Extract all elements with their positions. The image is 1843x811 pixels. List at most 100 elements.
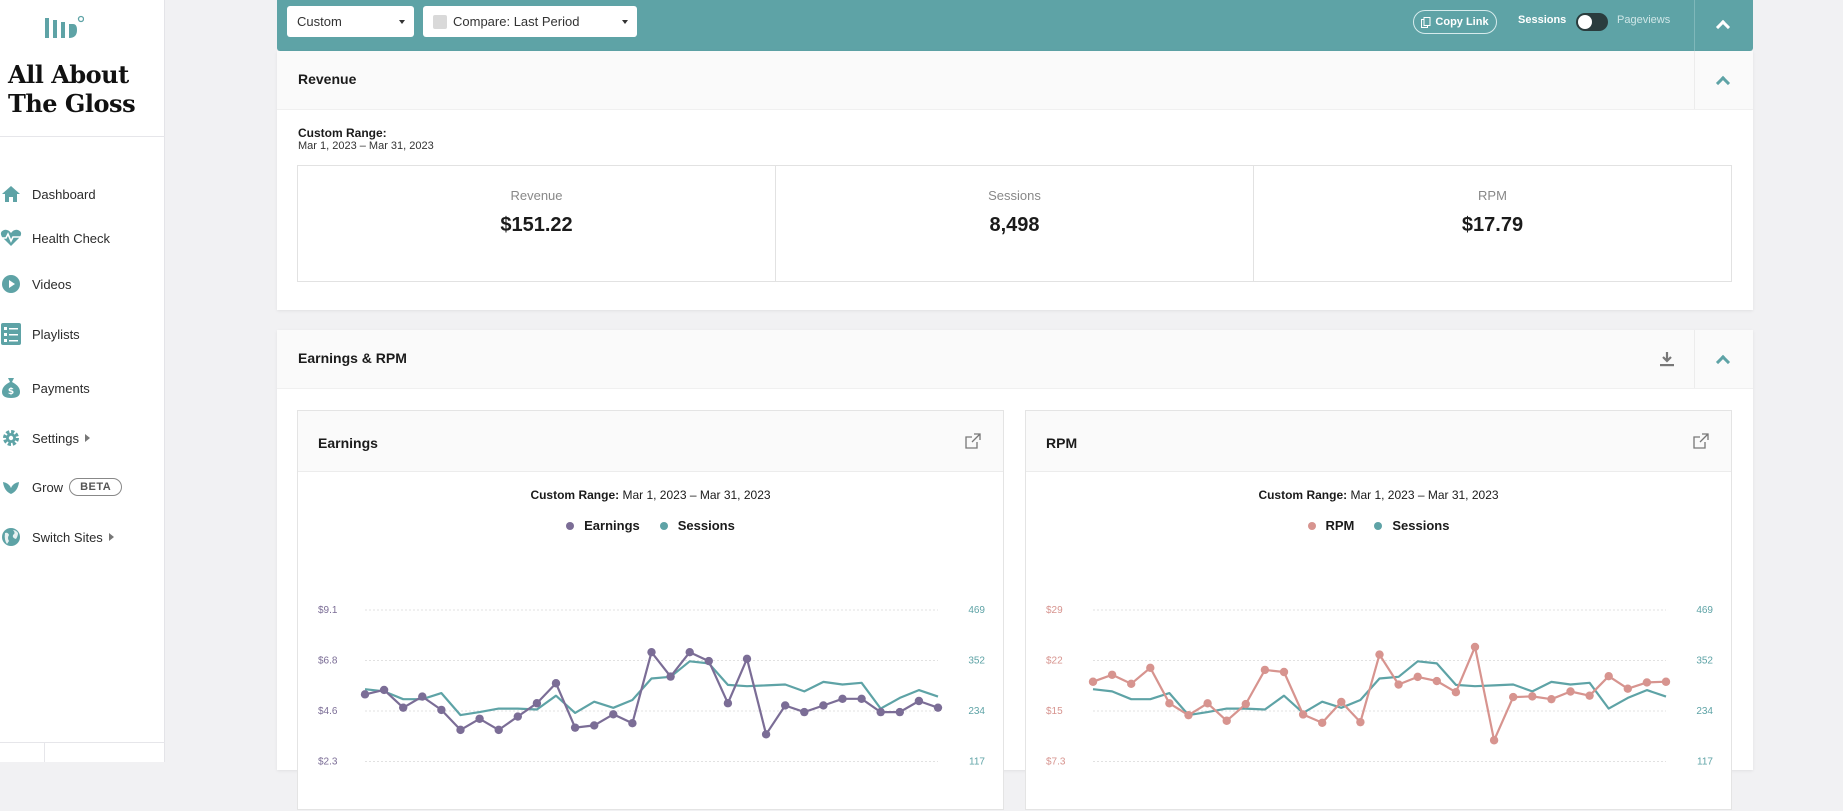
data-point[interactable] (857, 694, 866, 703)
data-point[interactable] (1107, 670, 1117, 679)
sidebar-item-playlists[interactable]: Playlists (0, 321, 80, 347)
data-point[interactable] (761, 730, 771, 739)
y-tick-right: 469 (968, 605, 985, 616)
y-tick-right: 352 (1696, 656, 1713, 667)
data-point[interactable] (456, 725, 465, 735)
data-point[interactable] (1413, 672, 1422, 682)
compare-select[interactable]: Compare: Last Period (423, 6, 637, 37)
copy-link-button[interactable]: Copy Link (1413, 10, 1497, 34)
data-point[interactable] (1394, 680, 1403, 689)
data-point[interactable] (723, 699, 733, 708)
compare-checkbox[interactable] (433, 14, 447, 29)
y-tick-left: $29 (1046, 605, 1063, 616)
data-point[interactable] (838, 694, 847, 703)
legend-item-sessions[interactable]: Sessions (659, 518, 735, 533)
data-point[interactable] (1127, 679, 1136, 689)
chart-range: Custom Range: Mar 1, 2023 – Mar 31, 2023 (530, 488, 771, 502)
data-point[interactable] (647, 647, 656, 657)
data-point[interactable] (1604, 671, 1613, 681)
y-tick-left: $2.3 (318, 757, 338, 768)
sidebar-item-payments[interactable]: $ Payments (0, 375, 90, 401)
data-point[interactable] (418, 692, 427, 701)
data-point[interactable] (1489, 736, 1499, 745)
data-point[interactable] (1375, 650, 1384, 659)
data-point[interactable] (1528, 692, 1537, 701)
data-point[interactable] (532, 699, 542, 708)
data-point[interactable] (399, 703, 408, 712)
data-point[interactable] (914, 696, 924, 706)
data-point[interactable] (1260, 665, 1270, 675)
sidebar-item-videos[interactable]: Videos (0, 271, 72, 297)
pageviews-toggle-label[interactable]: Pageviews (1617, 14, 1671, 26)
collapse-earnings-icon[interactable] (1715, 354, 1731, 370)
data-point[interactable] (513, 712, 522, 721)
data-point[interactable] (1451, 687, 1461, 697)
globe-icon (0, 526, 22, 548)
data-point[interactable] (1298, 710, 1308, 719)
data-point[interactable] (819, 701, 828, 710)
download-icon[interactable] (1658, 350, 1676, 368)
data-point[interactable] (360, 690, 370, 699)
data-point[interactable] (437, 705, 446, 715)
data-point[interactable] (1470, 642, 1480, 652)
open-external-icon[interactable] (1693, 433, 1709, 449)
legend-item-sessions[interactable]: Sessions (1374, 518, 1449, 533)
data-point[interactable] (800, 707, 809, 717)
sidebar: All About The Gloss Dashboard Health Che… (0, 0, 165, 762)
data-point[interactable] (895, 707, 904, 717)
sidebar-item-grow[interactable]: Grow BETA (0, 474, 123, 500)
sessions-toggle-label[interactable]: Sessions (1518, 14, 1567, 26)
data-point[interactable] (628, 719, 637, 728)
data-point[interactable] (1165, 699, 1174, 708)
sidebar-item-health-check[interactable]: Health Check (0, 225, 110, 251)
data-point[interactable] (379, 685, 389, 695)
data-point[interactable] (1184, 710, 1193, 720)
data-point[interactable] (1356, 717, 1365, 727)
data-point[interactable] (1547, 694, 1556, 704)
data-point[interactable] (1241, 699, 1250, 709)
date-range-select[interactable]: Custom (287, 6, 414, 37)
data-point[interactable] (551, 679, 561, 688)
data-point[interactable] (781, 701, 790, 710)
data-point[interactable] (1623, 684, 1632, 693)
data-point[interactable] (1088, 677, 1098, 686)
data-point[interactable] (685, 647, 694, 657)
data-point[interactable] (570, 723, 580, 732)
data-point[interactable] (1661, 677, 1671, 686)
collapse-revenue-icon[interactable] (1715, 75, 1731, 91)
data-point[interactable] (1146, 663, 1155, 673)
data-point[interactable] (590, 721, 599, 730)
data-point[interactable] (704, 656, 713, 666)
data-point[interactable] (494, 725, 503, 735)
legend-item-earnings[interactable]: Earnings (566, 518, 640, 533)
data-point[interactable] (1222, 716, 1231, 725)
data-point[interactable] (876, 707, 885, 717)
sidebar-item-settings[interactable]: Settings (0, 425, 90, 451)
data-point[interactable] (475, 714, 484, 723)
chart-range: Custom Range: Mar 1, 2023 – Mar 31, 2023 (1258, 488, 1499, 502)
data-point[interactable] (1432, 676, 1441, 686)
open-external-icon[interactable] (965, 433, 981, 449)
data-point[interactable] (666, 672, 675, 681)
collapse-toolbar-icon[interactable] (1715, 19, 1731, 35)
divider (44, 742, 45, 762)
data-point[interactable] (1642, 678, 1652, 687)
data-point[interactable] (1585, 691, 1594, 700)
sidebar-item-dashboard[interactable]: Dashboard (0, 181, 96, 207)
data-point[interactable] (1509, 692, 1518, 702)
data-point[interactable] (1337, 697, 1346, 707)
caret-right-icon (84, 434, 90, 442)
sidebar-item-switch-sites[interactable]: Switch Sites (0, 524, 114, 550)
data-point[interactable] (609, 710, 618, 719)
legend-item-rpm[interactable]: RPM (1307, 518, 1354, 533)
data-point[interactable] (742, 654, 752, 664)
revenue-title: Revenue (298, 71, 357, 87)
data-point[interactable] (1318, 718, 1327, 728)
legend-dot (566, 521, 575, 530)
data-point[interactable] (1203, 699, 1212, 708)
y-tick-right: 469 (1696, 605, 1713, 616)
sessions-pageviews-toggle[interactable] (1576, 13, 1608, 31)
data-point[interactable] (933, 703, 943, 712)
data-point[interactable] (1279, 667, 1289, 677)
data-point[interactable] (1566, 687, 1575, 696)
